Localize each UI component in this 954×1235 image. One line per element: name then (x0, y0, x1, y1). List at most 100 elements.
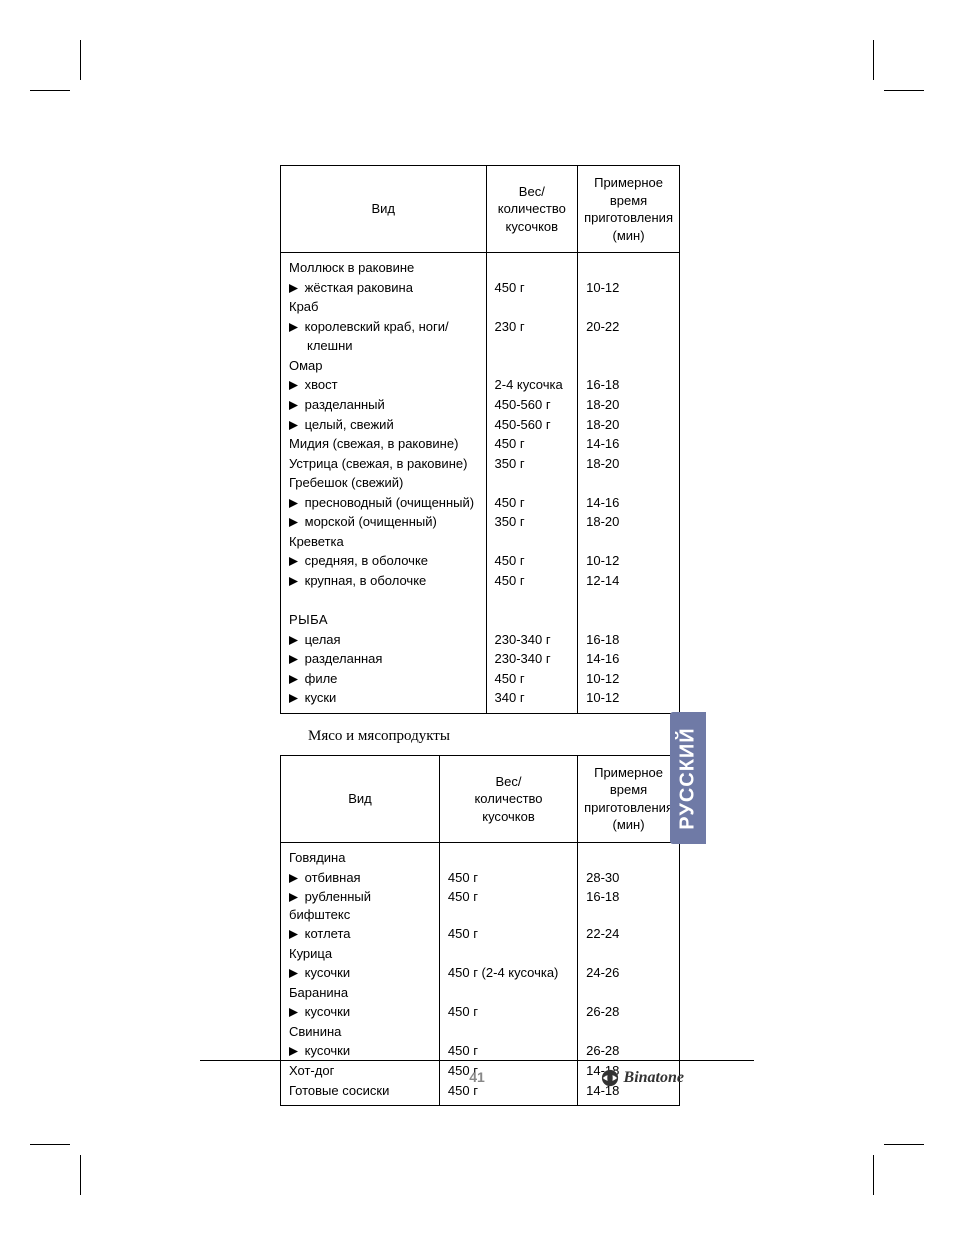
table-row: филе450 г10-12 (281, 669, 680, 689)
cell-type: крупная, в оболочке (281, 571, 487, 591)
cell-time: 14-16 (578, 434, 680, 454)
cell-type: жёсткая раковина (281, 278, 487, 298)
table-row: кусочки450 г26-28 (281, 1002, 680, 1022)
cell-weight (486, 356, 578, 376)
table-row: Моллюск в раковине (281, 253, 680, 278)
cell-time (578, 842, 680, 867)
cell-time: 10-12 (578, 278, 680, 298)
cell-time (578, 610, 680, 630)
cell-weight: 450-560 г (486, 415, 578, 435)
table-row: котлета450 г22-24 (281, 924, 680, 944)
cell-weight: 450 г (486, 493, 578, 513)
cell-time (578, 944, 680, 964)
cell-type: РЫБА (281, 610, 487, 630)
meat-heading: Мясо и мясопродукты (308, 728, 680, 745)
cell-weight (439, 1022, 577, 1042)
triangle-icon (289, 416, 301, 434)
cell-time: 10-12 (578, 688, 680, 713)
cell-type: кусочки (281, 1041, 440, 1061)
cell-type: Свинина (281, 1022, 440, 1042)
cell-type: целая (281, 630, 487, 650)
table-row: жёсткая раковина450 г10-12 (281, 278, 680, 298)
cell-weight: 340 г (486, 688, 578, 713)
cell-weight: 230 г (486, 317, 578, 337)
seafood-table: Вид Вес/ количество кусочков Примерное в… (280, 165, 680, 714)
cell-weight: 450 г (439, 1041, 577, 1061)
cell-time: 12-14 (578, 571, 680, 591)
cell-weight (486, 253, 578, 278)
table-row (281, 590, 680, 610)
cell-type: куски (281, 688, 487, 713)
table1-header-time: Примерное время приготовления (мин) (578, 166, 680, 253)
cell-type: средняя, в оболочке (281, 551, 487, 571)
table-row: разделанная230-340 г14-16 (281, 649, 680, 669)
cell-weight: 450 г (439, 1002, 577, 1022)
cell-type: филе (281, 669, 487, 689)
cell-weight (486, 336, 578, 356)
table-row: целая230-340 г16-18 (281, 630, 680, 650)
table-row: клешни (281, 336, 680, 356)
triangle-icon (289, 888, 301, 906)
table2-header-weight: Вес/ количество кусочков (439, 755, 577, 842)
triangle-icon (289, 1003, 301, 1021)
cell-weight: 450 г (486, 571, 578, 591)
meat-table: Вид Вес/ количество кусочков Примерное в… (280, 755, 680, 1106)
cell-type: Моллюск в раковине (281, 253, 487, 278)
cell-weight: 350 г (486, 454, 578, 474)
cell-type: хвост (281, 375, 487, 395)
triangle-icon (289, 925, 301, 943)
cell-time (578, 532, 680, 552)
table-row: Гребешок (свежий) (281, 473, 680, 493)
cell-time: 10-12 (578, 551, 680, 571)
table-row: кусочки450 г (2-4 кусочка)24-26 (281, 963, 680, 983)
cell-type: пресноводный (очищенный) (281, 493, 487, 513)
cell-weight (486, 473, 578, 493)
cell-time: 16-18 (578, 630, 680, 650)
cell-time (578, 253, 680, 278)
cell-time (578, 983, 680, 1003)
table-row: РЫБА (281, 610, 680, 630)
table-row: крупная, в оболочке450 г12-14 (281, 571, 680, 591)
table-row: рубленный бифштекс450 г16-18 (281, 887, 680, 924)
cell-weight (486, 610, 578, 630)
triangle-icon (289, 869, 301, 887)
cell-type: разделанный (281, 395, 487, 415)
cell-weight (439, 842, 577, 867)
cell-time: 24-26 (578, 963, 680, 983)
table1-header-type: Вид (281, 166, 487, 253)
page-number: 41 (469, 1069, 485, 1085)
cell-weight (486, 297, 578, 317)
cell-type: Краб (281, 297, 487, 317)
triangle-icon (289, 650, 301, 668)
cell-type: Баранина (281, 983, 440, 1003)
table-row: хвост2-4 кусочка16-18 (281, 375, 680, 395)
cell-weight (439, 983, 577, 1003)
table-row: Краб (281, 297, 680, 317)
table-row: отбивная450 г28-30 (281, 868, 680, 888)
cell-type: кусочки (281, 1002, 440, 1022)
cell-time: 26-28 (578, 1041, 680, 1061)
triangle-icon (289, 494, 301, 512)
brand-name: Binatone (624, 1069, 684, 1087)
table-row: куски340 г10-12 (281, 688, 680, 713)
cell-time: 14-16 (578, 649, 680, 669)
cell-weight: 350 г (486, 512, 578, 532)
cell-weight: 450 г (486, 551, 578, 571)
table-row: Курица (281, 944, 680, 964)
cell-weight: 450 г (439, 924, 577, 944)
triangle-icon (289, 318, 301, 336)
cell-type: целый, свежий (281, 415, 487, 435)
brand-logo: Binatone (601, 1069, 684, 1087)
cell-type: Говядина (281, 842, 440, 867)
triangle-icon (289, 631, 301, 649)
triangle-icon (289, 513, 301, 531)
table-row: Устрица (свежая, в раковине)350 г18-20 (281, 454, 680, 474)
cell-type: Гребешок (свежий) (281, 473, 487, 493)
cell-time: 14-16 (578, 493, 680, 513)
triangle-icon (289, 1042, 301, 1060)
cell-time: 28-30 (578, 868, 680, 888)
table-row: морской (очищенный)350 г18-20 (281, 512, 680, 532)
cell-weight (486, 590, 578, 610)
cell-time: 18-20 (578, 415, 680, 435)
cell-weight (439, 944, 577, 964)
